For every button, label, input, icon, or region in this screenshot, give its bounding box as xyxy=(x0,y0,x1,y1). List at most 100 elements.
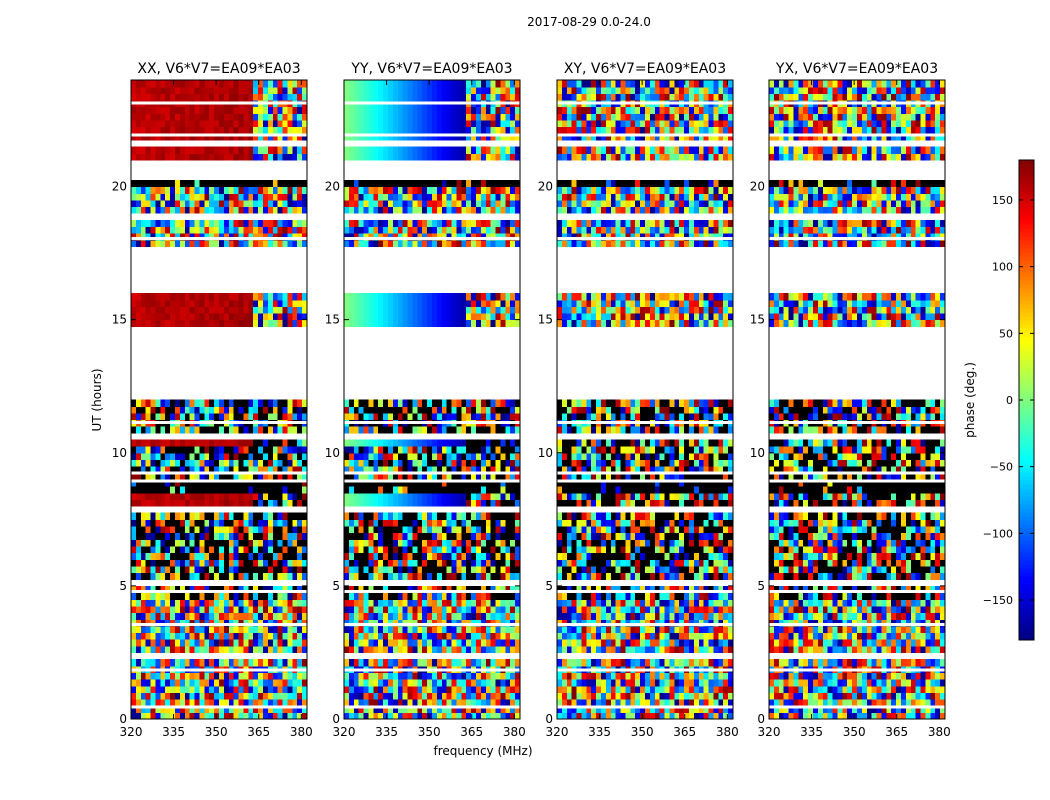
heatmap-cell xyxy=(175,565,181,574)
heatmap-cell xyxy=(199,645,205,654)
heatmap-cell xyxy=(383,645,389,654)
heatmap-cell xyxy=(441,233,448,241)
heatmap-cell xyxy=(358,545,365,554)
heatmap-cell xyxy=(436,319,443,327)
heatmap-cell xyxy=(267,133,274,141)
heatmap-cell xyxy=(233,439,240,447)
heatmap-cell xyxy=(456,559,462,567)
heatmap-cell xyxy=(140,299,147,307)
heatmap-cell xyxy=(505,226,511,234)
heatmap-cell xyxy=(480,106,487,114)
heatmap-cell xyxy=(436,293,443,301)
heatmap-cell xyxy=(480,193,487,201)
heatmap-cell xyxy=(179,552,186,560)
heatmap-cell xyxy=(412,565,418,574)
heatmap-cell xyxy=(471,572,477,580)
heatmap-cell xyxy=(302,685,308,693)
heatmap-cell xyxy=(510,412,516,421)
heatmap-cell xyxy=(456,512,462,520)
heatmap-cell xyxy=(248,239,254,248)
heatmap-cell xyxy=(302,519,308,527)
heatmap-cell xyxy=(446,645,453,654)
heatmap-cell xyxy=(155,499,161,507)
heatmap-cell xyxy=(282,119,289,128)
heatmap-cell xyxy=(150,592,157,600)
heatmap-cell xyxy=(233,319,240,327)
heatmap-cell xyxy=(209,86,215,94)
heatmap-cell xyxy=(175,219,181,228)
heatmap-cell xyxy=(363,605,370,614)
heatmap-cell xyxy=(427,293,433,301)
heatmap-cell xyxy=(243,133,249,141)
heatmap-cell xyxy=(427,233,433,241)
heatmap-cell xyxy=(378,293,384,301)
heatmap-cell xyxy=(282,113,289,121)
heatmap-cell xyxy=(388,532,394,540)
heatmap-cell xyxy=(456,412,462,421)
heatmap-cell xyxy=(272,399,279,407)
heatmap-cell xyxy=(145,685,152,693)
heatmap-cell xyxy=(223,93,230,101)
heatmap-cell xyxy=(243,439,249,447)
heatmap-cell xyxy=(272,612,279,620)
heatmap-cell xyxy=(233,299,240,307)
heatmap-cell xyxy=(466,479,472,487)
heatmap-cell xyxy=(407,319,414,327)
heatmap-cell xyxy=(353,486,360,494)
heatmap-cell xyxy=(194,206,201,214)
x-tick-label: 380 xyxy=(290,725,313,739)
heatmap-cell xyxy=(392,512,399,520)
heatmap-cell xyxy=(238,299,245,307)
heatmap-cell xyxy=(282,206,289,214)
heatmap-cell xyxy=(480,539,487,547)
heatmap-cell xyxy=(150,133,157,141)
heatmap-cell xyxy=(160,119,166,128)
heatmap-cell xyxy=(495,133,502,141)
heatmap-cell xyxy=(194,193,201,201)
heatmap-cell xyxy=(179,126,186,134)
heatmap-cell xyxy=(422,306,428,314)
heatmap-cell xyxy=(383,472,389,480)
heatmap-cell xyxy=(446,146,453,154)
heatmap-cell xyxy=(500,426,506,434)
heatmap-cell xyxy=(344,466,350,474)
heatmap-cell xyxy=(495,692,502,700)
heatmap-cell xyxy=(233,692,240,700)
heatmap-cell xyxy=(155,539,161,547)
heatmap-cell xyxy=(344,712,350,720)
heatmap-cell xyxy=(500,712,506,720)
heatmap-cell xyxy=(505,479,511,487)
heatmap-cell xyxy=(179,699,186,707)
heatmap-cell xyxy=(194,699,201,707)
heatmap-cell xyxy=(140,113,147,121)
heatmap-cell xyxy=(204,299,210,307)
heatmap-cell xyxy=(175,619,181,627)
heatmap-cell xyxy=(485,625,492,634)
heatmap-cell xyxy=(131,439,137,447)
heatmap-cell xyxy=(258,199,264,208)
heatmap-cell xyxy=(368,599,374,607)
heatmap-cell xyxy=(238,106,245,114)
heatmap-cell xyxy=(209,545,215,554)
heatmap-cell xyxy=(263,126,269,134)
heatmap-cell xyxy=(165,545,171,554)
heatmap-cell xyxy=(397,479,404,487)
heatmap-cell xyxy=(297,559,303,567)
heatmap-cell xyxy=(344,625,350,634)
heatmap-cell xyxy=(515,605,521,614)
heatmap-cell xyxy=(392,119,399,128)
heatmap-cell xyxy=(248,293,254,301)
heatmap-cell xyxy=(287,306,293,314)
heatmap-cell xyxy=(515,565,521,574)
heatmap-cell xyxy=(238,619,245,627)
heatmap-cell xyxy=(282,512,289,520)
heatmap-cell xyxy=(427,625,433,634)
heatmap-cell xyxy=(272,193,279,201)
heatmap-cell xyxy=(505,186,511,194)
heatmap-cell xyxy=(287,679,293,687)
heatmap-cell xyxy=(451,479,458,487)
heatmap-cell xyxy=(383,672,389,680)
heatmap-cell xyxy=(189,126,196,134)
heatmap-cell xyxy=(175,512,181,520)
heatmap-cell xyxy=(263,239,269,248)
